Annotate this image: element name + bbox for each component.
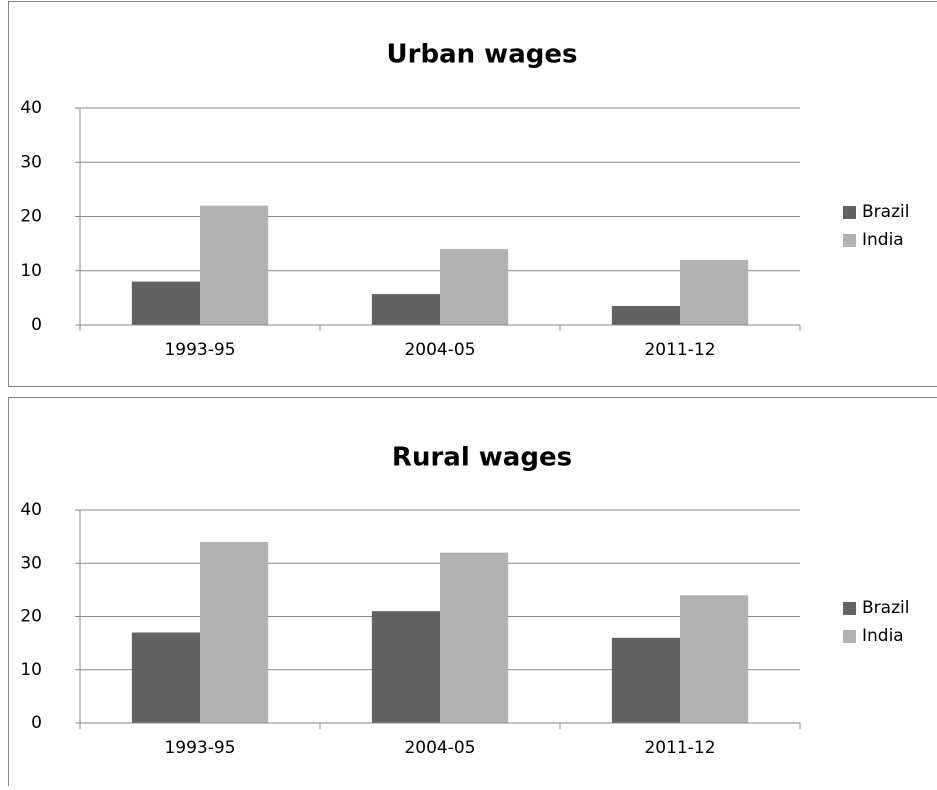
y-tick-label: 30 <box>20 152 42 172</box>
y-tick-label: 40 <box>20 98 42 118</box>
x-tick-label: 2011-12 <box>644 340 715 360</box>
x-tick-label: 1993-95 <box>164 340 235 360</box>
legend-label: Brazil <box>862 598 909 618</box>
legend-label: India <box>862 626 904 646</box>
bar <box>680 260 748 325</box>
legend-swatch <box>843 206 856 219</box>
bar <box>132 632 200 723</box>
bar <box>680 595 748 723</box>
y-tick-label: 20 <box>20 607 42 627</box>
legend-swatch <box>843 234 856 247</box>
y-tick-label: 0 <box>31 315 42 335</box>
bar <box>132 282 200 325</box>
chart-title: Rural wages <box>392 443 572 473</box>
y-tick-label: 20 <box>20 207 42 227</box>
bar <box>200 206 268 325</box>
bar <box>372 611 440 723</box>
bar <box>200 542 268 723</box>
y-tick-label: 10 <box>20 660 42 680</box>
chart-title: Urban wages <box>387 40 578 70</box>
legend-label: Brazil <box>862 202 909 222</box>
bar <box>612 638 680 723</box>
y-tick-label: 30 <box>20 553 42 573</box>
x-tick-label: 2004-05 <box>404 738 475 758</box>
bar <box>440 249 508 325</box>
legend-swatch <box>843 602 856 615</box>
y-tick-label: 0 <box>31 713 42 733</box>
legend-label: India <box>862 230 904 250</box>
y-tick-label: 10 <box>20 261 42 281</box>
bar <box>372 294 440 325</box>
x-tick-label: 1993-95 <box>164 738 235 758</box>
bar <box>440 553 508 723</box>
x-tick-label: 2004-05 <box>404 340 475 360</box>
legend-swatch <box>843 630 856 643</box>
bar <box>612 306 680 325</box>
y-tick-label: 40 <box>20 500 42 520</box>
x-tick-label: 2011-12 <box>644 738 715 758</box>
